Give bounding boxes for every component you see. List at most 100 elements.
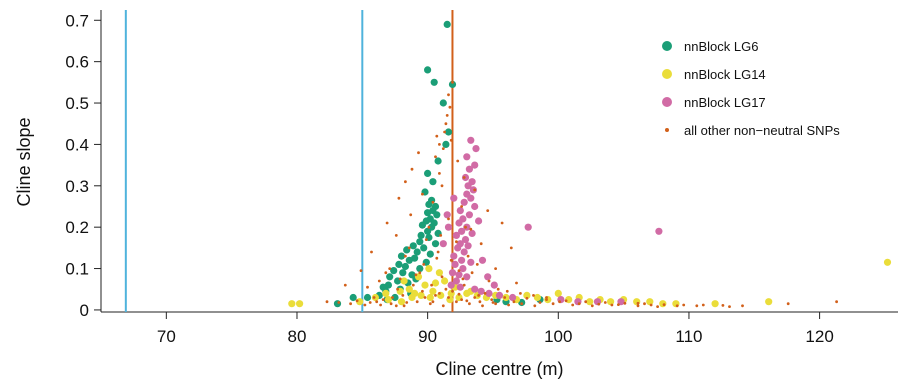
data-point (395, 304, 398, 307)
data-point (416, 238, 423, 245)
data-point (481, 304, 484, 307)
data-point (439, 234, 442, 237)
data-point (288, 300, 295, 307)
data-point (507, 304, 510, 307)
data-point (539, 301, 542, 304)
data-point (326, 300, 329, 303)
data-point (441, 277, 448, 284)
series-2 (440, 137, 663, 306)
data-point (442, 147, 445, 150)
data-point (646, 298, 653, 305)
data-point (425, 238, 428, 241)
legend-marker (662, 97, 672, 107)
data-point (421, 193, 424, 196)
data-point (409, 213, 412, 216)
data-point (468, 302, 471, 305)
data-point (467, 137, 474, 144)
legend-label: nnBlock LG17 (684, 95, 766, 110)
data-point (445, 224, 452, 231)
data-point (375, 300, 378, 303)
y-tick-label: 0.7 (65, 11, 89, 30)
data-point (398, 197, 401, 200)
data-point (463, 176, 466, 179)
data-point (434, 155, 437, 158)
data-point (454, 244, 461, 251)
data-point (471, 271, 474, 274)
data-point (379, 304, 382, 307)
y-tick-label: 0.6 (65, 53, 89, 72)
data-point (440, 99, 447, 106)
data-point (360, 269, 363, 272)
data-point (509, 294, 516, 301)
data-point (463, 284, 466, 287)
legend-marker (662, 69, 672, 79)
data-point (418, 292, 425, 299)
x-axis: 70 80 90 100 110 120 (157, 312, 834, 346)
data-point (448, 282, 455, 289)
data-point (337, 301, 340, 304)
data-point (395, 234, 398, 237)
data-point (578, 302, 581, 305)
data-point (459, 265, 466, 272)
data-point (405, 301, 408, 304)
data-point (637, 302, 640, 305)
plot-area (101, 10, 898, 312)
data-point (545, 296, 548, 299)
data-point (467, 255, 470, 258)
data-point (637, 304, 640, 307)
data-point (456, 160, 459, 163)
data-point (464, 226, 467, 229)
data-point (403, 304, 406, 307)
data-point (465, 242, 472, 249)
data-point (444, 21, 451, 28)
data-point (419, 222, 426, 229)
data-point (399, 278, 402, 281)
data-point (421, 290, 424, 293)
data-point (449, 269, 456, 276)
data-point (447, 218, 450, 221)
data-point (431, 79, 438, 86)
y-axis: 00.10.20.30.40.50.60.7 (65, 11, 101, 320)
data-point (586, 298, 593, 305)
y-tick-label: 0 (80, 301, 89, 320)
data-point (435, 135, 438, 138)
data-point (436, 269, 443, 276)
data-point (391, 296, 394, 299)
data-point (445, 122, 448, 125)
data-point (349, 302, 352, 305)
legend-label: nnBlock LG6 (684, 39, 758, 54)
data-point (611, 304, 614, 307)
data-point (465, 299, 468, 302)
data-point (422, 263, 425, 266)
data-point (411, 290, 418, 297)
data-point (506, 290, 509, 293)
data-point (444, 211, 451, 218)
data-point (366, 286, 369, 289)
data-point (442, 141, 449, 148)
data-point (765, 298, 772, 305)
data-point (503, 296, 506, 299)
data-point (650, 304, 653, 307)
data-point (412, 284, 415, 287)
data-point (552, 302, 555, 305)
data-point (395, 261, 402, 268)
x-tick-label: 90 (418, 327, 437, 346)
data-point (447, 93, 450, 96)
data-point (369, 301, 372, 304)
data-point (479, 257, 486, 264)
data-point (519, 292, 522, 295)
data-point (682, 304, 685, 307)
data-point (478, 288, 485, 295)
data-point (533, 304, 536, 307)
data-point (532, 294, 535, 297)
data-point (446, 114, 449, 117)
data-point (373, 296, 376, 299)
data-point (473, 189, 476, 192)
data-point (501, 222, 504, 225)
data-point (457, 207, 464, 214)
data-point (471, 286, 478, 293)
data-point (455, 271, 462, 278)
data-point (477, 294, 480, 297)
data-point (424, 296, 427, 299)
